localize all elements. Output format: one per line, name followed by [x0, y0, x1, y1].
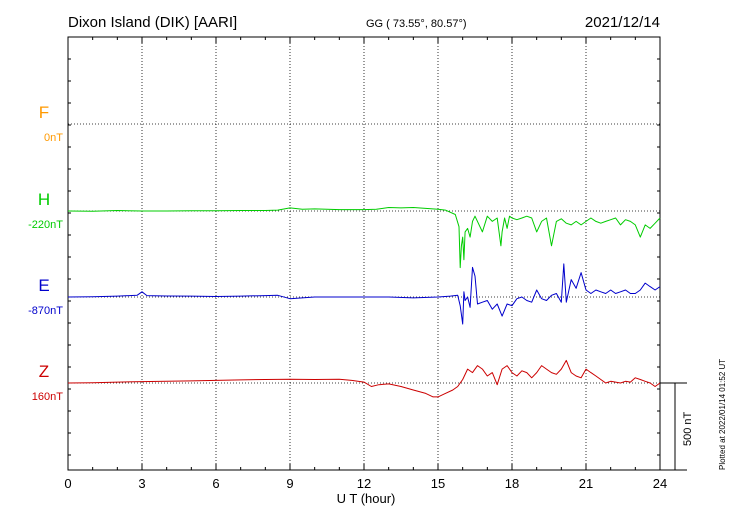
plotted-timestamp: Plotted at 2022/01/14 01:52 UT — [718, 358, 727, 470]
x-tick-label: 12 — [357, 476, 371, 491]
scale-bar: 500 nT — [660, 382, 694, 471]
date-label: 2021/12/14 — [585, 14, 660, 31]
x-tick-label: 6 — [212, 476, 219, 491]
series-baseline-z: 160nT — [32, 391, 63, 403]
series-baseline-e: -870nT — [28, 305, 63, 317]
axis-ticks: 0 3 6 9 12 15 18 21 24 — [64, 37, 667, 491]
scale-bar-label: 500 nT — [682, 411, 694, 446]
series-labels: F 0nT H -220nT E -870nT Z 160nT — [28, 103, 63, 403]
x-tick-label: 21 — [579, 476, 593, 491]
station-title: Dixon Island (DIK) [AARI] — [68, 14, 237, 31]
series-baseline-h: -220nT — [28, 219, 63, 231]
coordinates-label: GG ( 73.55°, 80.57°) — [366, 18, 467, 30]
series-baseline-f: 0nT — [44, 132, 63, 144]
x-tick-label: 15 — [431, 476, 445, 491]
series-name-z: Z — [39, 362, 49, 381]
series-name-h: H — [38, 190, 50, 209]
grid-lines — [68, 37, 660, 470]
x-tick-label: 0 — [64, 476, 71, 491]
x-tick-label: 9 — [286, 476, 293, 491]
series-line-z — [67, 359, 661, 398]
x-tick-label: 3 — [138, 476, 145, 491]
series-line-e — [67, 263, 661, 325]
series-name-e: E — [38, 276, 49, 295]
x-axis-label: U T (hour) — [337, 491, 396, 506]
x-tick-label: 24 — [653, 476, 667, 491]
series-name-f: F — [39, 103, 49, 122]
data-series — [67, 207, 661, 398]
x-tick-label: 18 — [505, 476, 519, 491]
series-line-h — [67, 207, 661, 269]
